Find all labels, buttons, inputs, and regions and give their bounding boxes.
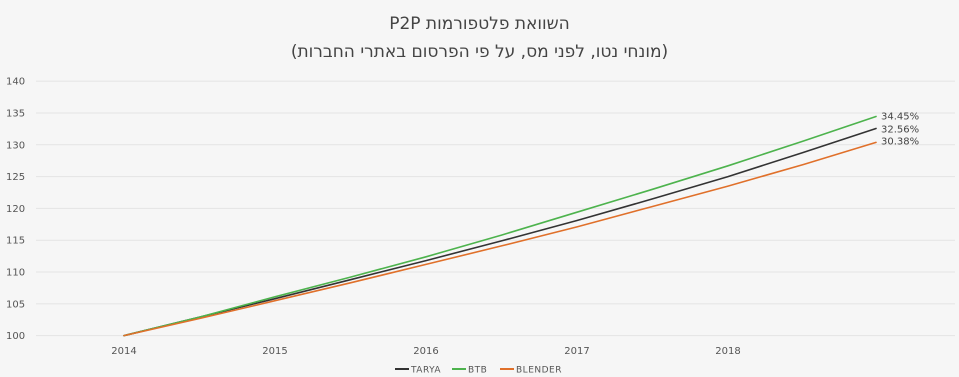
grid-lines — [36, 80, 955, 337]
y-tick-label: 125 — [6, 172, 25, 183]
series-line-tarya — [123, 127, 877, 337]
y-tick-label: 130 — [6, 140, 25, 151]
x-tick-label: 2014 — [111, 346, 136, 357]
legend-label: BLENDER — [516, 366, 562, 376]
legend: TARYA BTB BLENDER — [395, 366, 562, 376]
end-label: 32.56% — [881, 125, 919, 136]
y-tick-label: 105 — [6, 299, 25, 310]
x-tick-label: 2018 — [715, 346, 740, 357]
legend-label: TARYA — [410, 366, 441, 376]
y-tick-label: 115 — [6, 236, 25, 247]
chart-subtitle: (מונחי נטו, לפני מס, על פי הפרסום באתרי … — [291, 42, 668, 62]
y-tick-label: 100 — [6, 331, 25, 342]
x-tick-label: 2017 — [564, 346, 589, 357]
end-label: 34.45% — [881, 111, 919, 122]
y-axis-ticks: 100 105 110 115 120 125 130 135 140 — [6, 77, 25, 342]
legend-label: BTB — [468, 366, 487, 376]
y-tick-label: 135 — [6, 108, 25, 119]
y-tick-label: 120 — [6, 204, 25, 215]
y-tick-label: 110 — [6, 268, 25, 279]
series-lines — [123, 115, 877, 337]
series-line-blender — [123, 141, 877, 337]
end-labels: 32.56% 34.45% 30.38% — [881, 111, 919, 147]
y-tick-label: 140 — [6, 77, 25, 88]
x-tick-label: 2016 — [413, 346, 438, 357]
end-label: 30.38% — [881, 136, 919, 147]
x-axis-ticks: 2014 2015 2016 2017 2018 — [111, 346, 740, 357]
series-line-btb — [123, 115, 877, 337]
x-tick-label: 2015 — [262, 346, 287, 357]
chart-title: השוואת פלטפורמות P2P — [389, 14, 570, 34]
